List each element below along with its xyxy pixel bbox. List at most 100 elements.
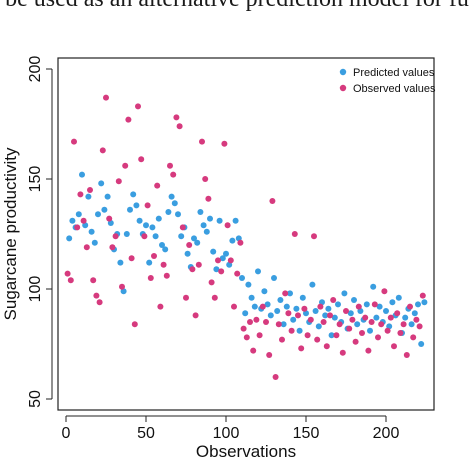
data-point (333, 332, 340, 339)
data-point (173, 114, 180, 121)
data-point (418, 341, 425, 347)
data-point (199, 138, 205, 145)
data-point (176, 123, 183, 130)
data-point (237, 239, 244, 246)
data-point (355, 303, 362, 310)
data-point (205, 195, 212, 202)
data-point (186, 242, 193, 248)
data-point (320, 319, 327, 325)
data-point (123, 231, 130, 237)
data-point (130, 191, 137, 198)
data-point (413, 316, 420, 323)
data-point (66, 235, 73, 242)
data-point (218, 268, 225, 275)
data-point (154, 182, 161, 189)
data-point (207, 215, 213, 222)
data-point (231, 303, 237, 310)
data-point (347, 310, 354, 317)
data-point (279, 336, 285, 343)
data-point (391, 343, 397, 350)
data-point (210, 248, 217, 255)
data-point (311, 233, 317, 240)
data-point (335, 301, 341, 308)
data-point (304, 332, 311, 339)
data-point (146, 259, 153, 266)
data-point (109, 244, 116, 251)
data-point (259, 303, 266, 310)
data-point (191, 235, 197, 242)
data-point (211, 294, 218, 301)
data-point (99, 147, 106, 154)
data-point (317, 303, 324, 310)
data-point (162, 246, 169, 253)
data-point (251, 303, 258, 310)
data-point (127, 206, 133, 213)
data-point (408, 321, 415, 328)
data-point (221, 140, 228, 147)
data-point (397, 330, 404, 336)
data-point (395, 294, 402, 301)
data-point (307, 316, 314, 323)
data-point (144, 202, 151, 209)
data-point (213, 266, 220, 273)
data-point (93, 292, 100, 299)
caption-text: be used as an alternative prediction mod… (0, 0, 474, 16)
data-point (200, 222, 207, 229)
data-point (282, 290, 289, 297)
data-point (403, 352, 410, 358)
legend-label: Observed values (353, 83, 436, 95)
data-point (159, 242, 165, 248)
data-point (133, 202, 140, 209)
data-point (387, 314, 394, 321)
data-point (298, 345, 305, 352)
legend-marker (339, 68, 347, 76)
data-point (250, 347, 257, 354)
data-point (232, 217, 239, 224)
data-point (234, 270, 241, 277)
data-point (283, 303, 290, 310)
data-point (90, 277, 97, 284)
data-point (240, 325, 247, 332)
data-point (365, 347, 372, 354)
data-point (351, 297, 357, 303)
data-point (274, 308, 281, 314)
data-point (224, 222, 231, 229)
data-point (371, 301, 378, 308)
y-tick-label: 50 (27, 390, 44, 408)
data-point (141, 233, 148, 240)
data-point (328, 332, 335, 339)
data-point (216, 217, 223, 224)
data-point (295, 312, 301, 319)
data-point (248, 294, 255, 301)
data-point (67, 277, 74, 284)
data-point (275, 321, 282, 328)
data-point (152, 233, 159, 240)
data-point (346, 325, 353, 332)
data-point (143, 222, 149, 229)
data-point (264, 301, 271, 308)
data-point (375, 334, 381, 341)
data-point (75, 211, 82, 218)
data-point (370, 283, 377, 290)
data-point (245, 281, 252, 288)
data-point (239, 275, 245, 281)
data-point (378, 321, 385, 328)
data-point (77, 191, 84, 198)
y-tick-label: 200 (27, 56, 44, 83)
data-point (74, 224, 81, 231)
data-point (330, 297, 337, 303)
data-point (175, 211, 181, 218)
data-point (383, 308, 389, 314)
data-point (104, 193, 111, 200)
data-point (336, 321, 343, 328)
data-point (339, 349, 346, 356)
data-point (203, 228, 210, 235)
data-point (247, 319, 253, 325)
data-point (242, 310, 249, 317)
x-tick-label: 50 (137, 425, 155, 442)
data-point (407, 303, 413, 310)
data-point (325, 305, 332, 312)
data-point (349, 316, 356, 323)
data-point (147, 275, 154, 281)
